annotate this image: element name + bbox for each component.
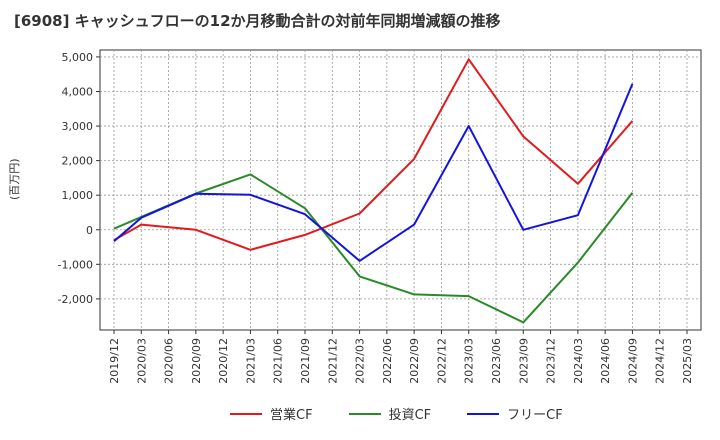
x-tick-label: 2022/12 xyxy=(435,338,448,384)
x-tick-label: 2020/09 xyxy=(190,338,203,384)
legend-item-free-cf: フリーCF xyxy=(467,404,563,423)
x-tick-label: 2019/12 xyxy=(108,338,121,384)
y-tick-label: 3,000 xyxy=(62,120,94,133)
x-tick-label: 2021/12 xyxy=(326,338,339,384)
x-tick-label: 2021/09 xyxy=(299,338,312,384)
x-tick-label: 2021/03 xyxy=(244,338,257,384)
x-tick-label: 2020/03 xyxy=(135,338,148,384)
y-tick-label: -2,000 xyxy=(58,293,93,306)
y-tick-label: 0 xyxy=(86,224,93,237)
x-tick-label: 2023/06 xyxy=(490,338,503,384)
x-tick-label: 2024/03 xyxy=(572,338,585,384)
y-tick-label: 5,000 xyxy=(62,51,94,64)
x-tick-label: 2020/12 xyxy=(217,338,230,384)
x-tick-label: 2025/03 xyxy=(681,338,694,384)
legend-swatch xyxy=(230,412,262,415)
legend-label: 投資CF xyxy=(388,408,432,423)
y-tick-label: -1,000 xyxy=(58,258,93,271)
y-tick-label: 2,000 xyxy=(62,155,94,168)
x-tick-label: 2023/09 xyxy=(517,338,530,384)
x-tick-label: 2024/12 xyxy=(654,338,667,384)
x-tick-label: 2020/06 xyxy=(163,338,176,384)
y-tick-label: 4,000 xyxy=(62,85,94,98)
legend-item-operating-cf: 営業CF xyxy=(230,404,313,423)
series-line-1 xyxy=(113,173,634,324)
legend-swatch xyxy=(348,412,381,415)
plot-area xyxy=(99,49,702,331)
legend-label: フリーCF xyxy=(507,408,563,423)
legend: 営業CF 投資CF フリーCF xyxy=(230,404,563,423)
x-tick-label: 2022/03 xyxy=(354,338,367,384)
x-tick-label: 2024/06 xyxy=(599,338,612,384)
legend-label: 営業CF xyxy=(270,408,313,423)
x-tick-label: 2022/06 xyxy=(381,338,394,384)
x-tick-label: 2022/09 xyxy=(408,338,421,384)
x-tick-label: 2021/06 xyxy=(272,338,285,384)
x-tick-label: 2024/09 xyxy=(626,338,639,384)
chart-title: [6908] キャッシュフローの12か月移動合計の対前年同期増減額の推移 xyxy=(14,12,501,30)
x-tick-label: 2023/03 xyxy=(463,338,476,384)
x-tick-label: 2023/12 xyxy=(545,338,558,384)
legend-item-investing-cf: 投資CF xyxy=(348,404,432,423)
legend-swatch xyxy=(467,412,500,415)
y-tick-label: 1,000 xyxy=(62,189,94,202)
